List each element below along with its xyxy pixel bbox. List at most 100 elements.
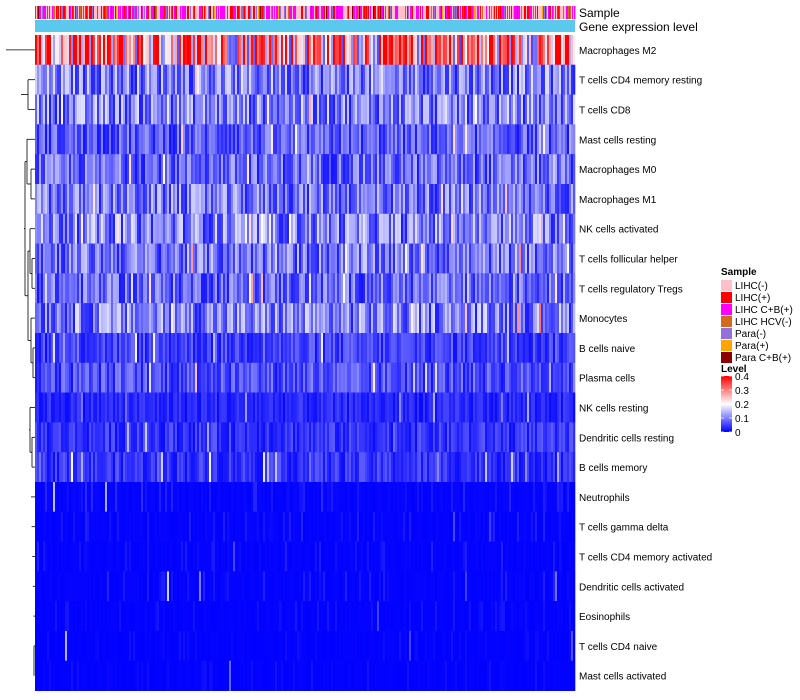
heatmap-cell: [289, 303, 292, 334]
sample-annotation-cell: [129, 6, 131, 19]
heatmap-cell: [239, 392, 242, 423]
heatmap-cell: [87, 124, 90, 155]
heatmap-cell: [329, 35, 332, 66]
heatmap-cell: [49, 392, 52, 423]
sample-annotation-cell: [297, 6, 299, 19]
heatmap-cell: [511, 94, 514, 125]
heatmap-cell: [167, 303, 170, 334]
heatmap-cell: [231, 392, 234, 423]
heatmap-cell: [449, 124, 452, 155]
heatmap-cell: [285, 392, 288, 423]
heatmap-cell: [233, 273, 236, 304]
heatmap-cell: [365, 333, 368, 364]
heatmap-cell: [205, 94, 208, 125]
sample-annotation-cell: [168, 6, 170, 19]
sample-annotation-cell: [71, 6, 73, 19]
heatmap-cell: [373, 362, 376, 393]
heatmap-cell: [283, 64, 286, 95]
heatmap-cell: [285, 124, 288, 155]
heatmap-cell: [81, 482, 84, 513]
heatmap-cell: [535, 243, 538, 274]
sample-annotation-cell: [132, 6, 134, 19]
heatmap-cell: [327, 154, 330, 185]
heatmap-cell: [311, 94, 314, 125]
heatmap-cell: [251, 422, 254, 453]
heatmap-cell: [497, 452, 500, 483]
heatmap-cell: [183, 184, 186, 215]
heatmap-cell: [563, 35, 566, 66]
heatmap-cell: [111, 392, 114, 423]
heatmap-cell: [245, 273, 248, 304]
heatmap-cell: [437, 422, 440, 453]
heatmap-cell: [481, 124, 484, 155]
sample-annotation-cell: [365, 6, 367, 19]
heatmap-cell: [71, 154, 74, 185]
heatmap-cell: [117, 333, 120, 364]
heatmap-cell: [569, 362, 572, 393]
heatmap-cell: [237, 422, 240, 453]
heatmap-cell: [41, 333, 44, 364]
heatmap-cell: [283, 184, 286, 215]
sample-annotation-cell: [560, 6, 562, 19]
heatmap-cell: [269, 303, 272, 334]
heatmap-cell: [399, 303, 402, 334]
heatmap-cell: [369, 94, 372, 125]
sample-annotation-cell: [518, 6, 520, 19]
heatmap-cell: [235, 184, 238, 215]
heatmap-cell: [109, 273, 112, 304]
heatmap-cell: [573, 303, 576, 334]
heatmap-cell: [239, 452, 242, 483]
heatmap-cell: [511, 213, 514, 244]
heatmap-cell: [153, 303, 156, 334]
heatmap-cell: [205, 422, 208, 453]
heatmap-cell: [471, 452, 474, 483]
heatmap-cell: [107, 303, 110, 334]
heatmap-cell: [201, 392, 204, 423]
heatmap-cell: [479, 422, 482, 453]
heatmap-cell: [155, 333, 158, 364]
heatmap-cell: [189, 303, 192, 334]
heatmap-cell: [545, 35, 548, 66]
heatmap-cell: [79, 124, 82, 155]
heatmap-cell: [539, 213, 542, 244]
heatmap-cell: [381, 213, 384, 244]
heatmap-cell: [305, 422, 308, 453]
sample-annotation-cell: [545, 6, 547, 19]
heatmap-cell: [481, 452, 484, 483]
heatmap-cell: [57, 124, 60, 155]
heatmap-cell: [341, 303, 344, 334]
heatmap-cell: [423, 392, 426, 423]
heatmap-cell: [97, 213, 100, 244]
heatmap-cell: [347, 452, 350, 483]
heatmap-cell: [225, 184, 228, 215]
heatmap-cell: [185, 154, 188, 185]
heatmap-cell: [349, 333, 352, 364]
heatmap-cell: [123, 213, 126, 244]
heatmap-cell: [131, 303, 134, 334]
heatmap-cell: [445, 243, 448, 274]
heatmap-cell: [91, 511, 94, 542]
heatmap-cell: [143, 482, 146, 513]
heatmap-cell: [475, 243, 478, 274]
heatmap-cell: [257, 184, 260, 215]
heatmap-cell: [499, 94, 502, 125]
heatmap-cell: [147, 482, 150, 513]
heatmap-cell: [413, 64, 416, 95]
heatmap-cell: [233, 392, 236, 423]
heatmap-cell: [459, 64, 462, 95]
heatmap-cell: [285, 64, 288, 95]
heatmap-cell: [39, 124, 42, 155]
heatmap-cell: [475, 273, 478, 304]
heatmap-cell: [485, 243, 488, 274]
heatmap-cell: [141, 392, 144, 423]
heatmap-cell: [319, 64, 322, 95]
sample-annotation-cell: [461, 6, 463, 19]
heatmap-cell: [109, 333, 112, 364]
sample-annotation-cell: [93, 6, 95, 19]
heatmap-cell: [237, 273, 240, 304]
heatmap-cell: [531, 154, 534, 185]
heatmap-cell: [49, 35, 52, 66]
heatmap-cell: [411, 94, 414, 125]
heatmap-cell: [415, 482, 418, 513]
heatmap-cell: [373, 273, 376, 304]
